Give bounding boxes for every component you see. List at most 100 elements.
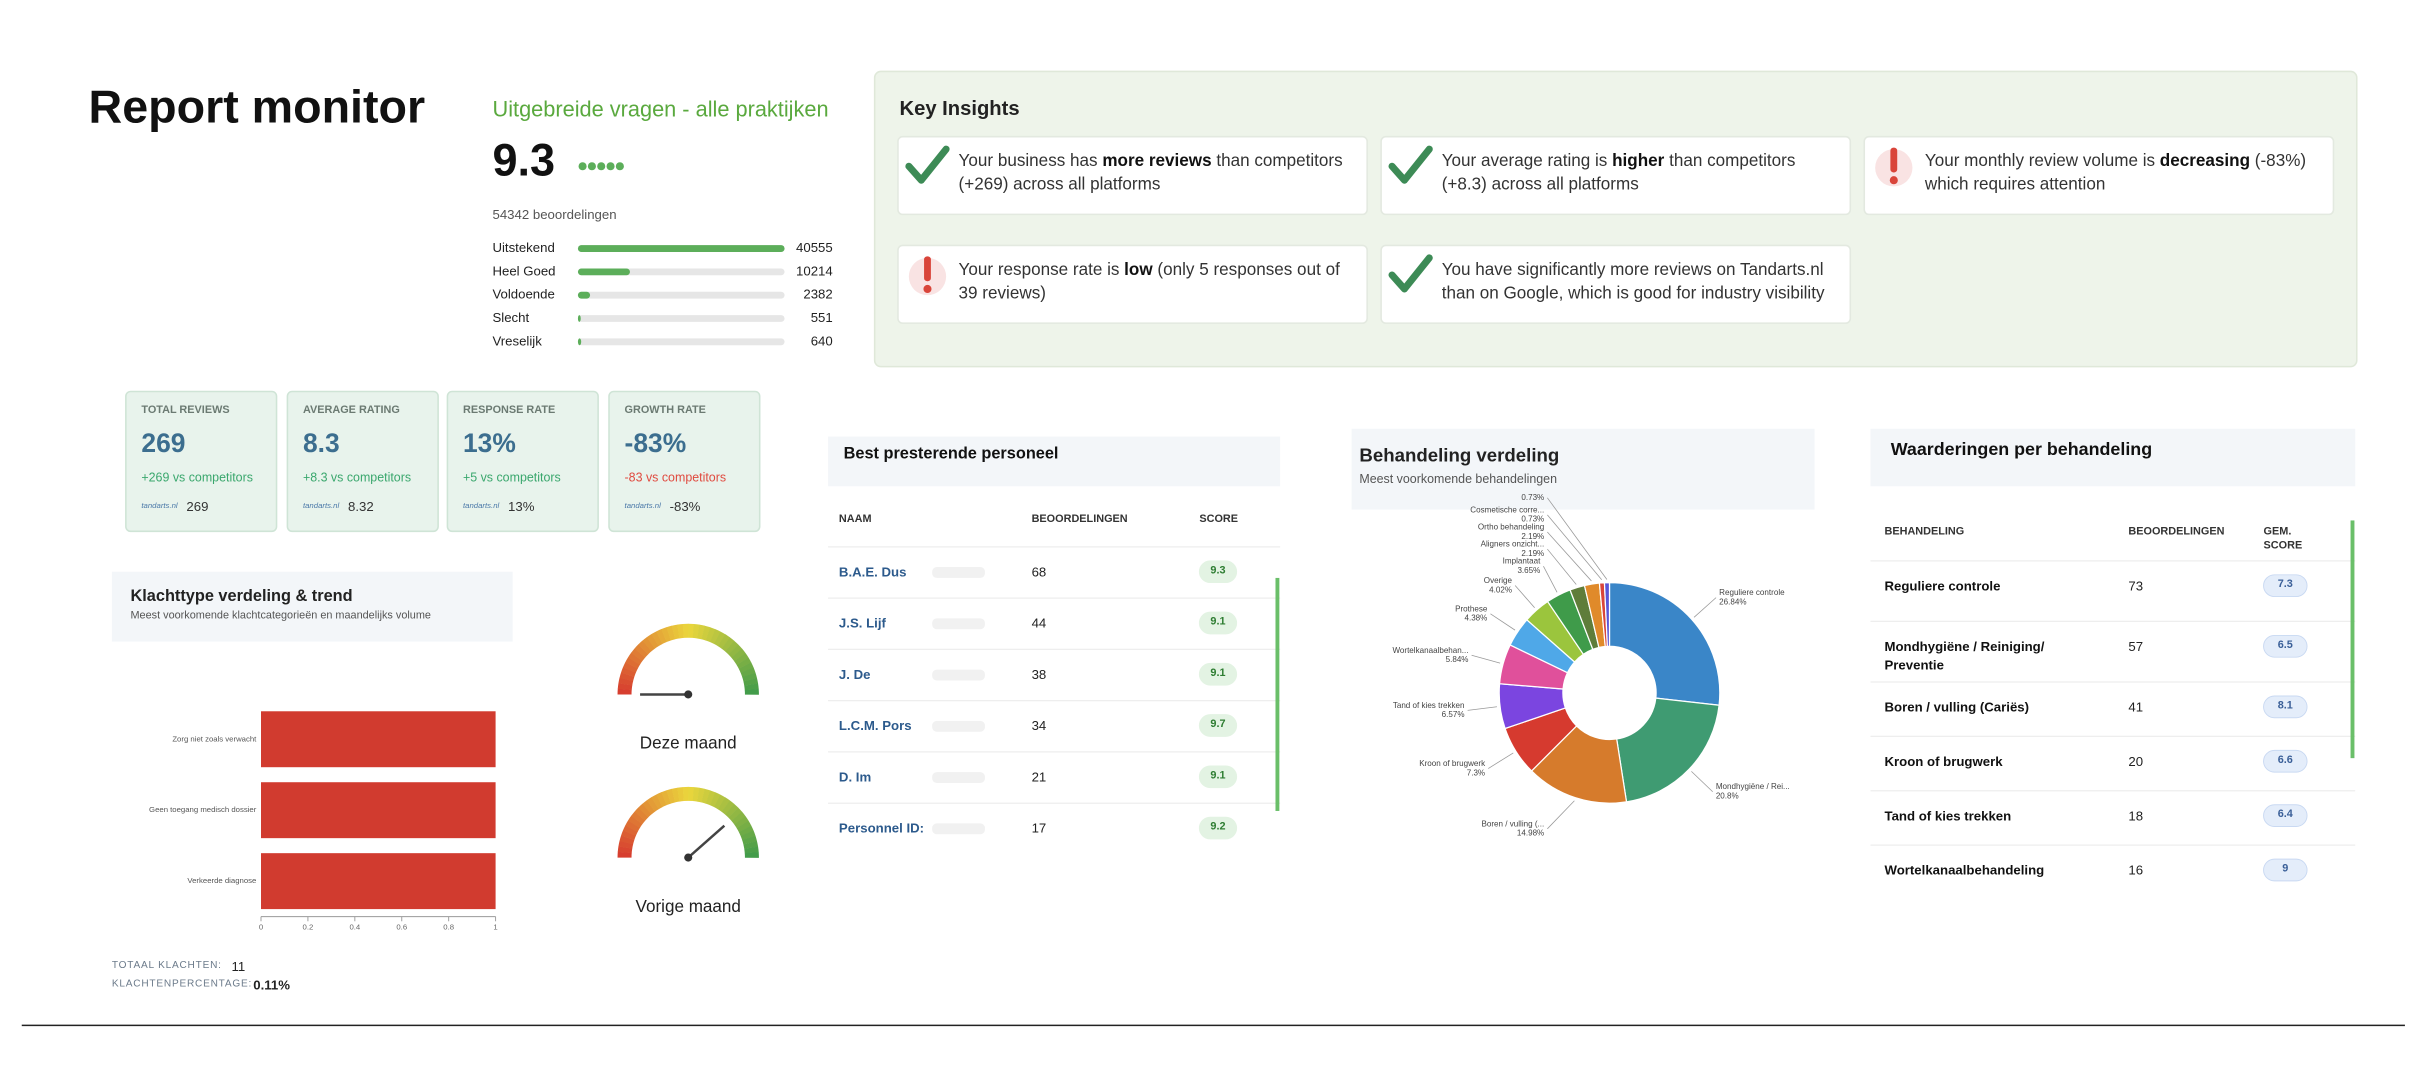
insight-text-part: Your monthly review volume is [1924, 152, 2160, 171]
pie-leader [1514, 585, 1535, 608]
pie-leader [1543, 565, 1558, 593]
table-title: Best presterende personeel [843, 444, 1059, 463]
gauge-label: Vorige maand [636, 897, 741, 916]
kpi-source-value: 13% [508, 498, 535, 515]
gauge-arc [701, 625, 711, 641]
kpi-value: 269 [141, 428, 186, 459]
complaint-bar [260, 711, 496, 768]
pie-title: Behandeling verdeling [1359, 444, 1560, 467]
check-icon [1388, 254, 1433, 293]
gauge-arc [742, 835, 758, 845]
pie-leader [1547, 497, 1608, 580]
kpi-source-logo: tandarts.nl [141, 501, 178, 512]
pie-label: Reguliere controle [1719, 588, 1785, 597]
score-cell: 6.4 [2277, 809, 2293, 821]
gauge-arc [721, 800, 735, 815]
pie-slice [1615, 697, 1720, 803]
score-pill [1198, 662, 1238, 686]
dot [578, 162, 587, 171]
column-header: BEOORDELINGEN [2128, 526, 2225, 538]
rating-dots [578, 162, 624, 171]
pie-leader [1547, 548, 1577, 585]
gauge-needle [687, 824, 726, 859]
complaints-total: 11 [231, 958, 246, 975]
score-cell: 9 [2282, 863, 2289, 875]
dot [615, 162, 624, 171]
insight-text: Your average rating is higher than compe… [1442, 151, 1838, 198]
gauge-hub [684, 690, 693, 699]
gauge-arc [666, 625, 676, 641]
kpi-value: 13% [462, 428, 516, 459]
gauge-arc [728, 644, 743, 658]
gauge-arc [742, 672, 758, 682]
insight-text-part: (only 5 responses out of 39 reviews) [958, 260, 1340, 303]
kpi-label: AVERAGE RATING [302, 405, 400, 417]
gauge-arc [717, 797, 731, 812]
review-count-cell: 34 [1031, 717, 1047, 734]
pie-value-label: 6.57% [1442, 710, 1465, 719]
pie-leader [1471, 654, 1501, 664]
score-pill [2263, 749, 2308, 773]
gauge-arc [743, 677, 759, 686]
treatment-name: Kroon of brugwerk [1884, 753, 2003, 770]
pie-header [1351, 428, 1815, 510]
rating-label: Voldoende [492, 287, 554, 302]
score-cell: 6.5 [2277, 640, 2293, 651]
insight-text: Your business has more reviews than comp… [959, 151, 1355, 198]
score-cell: 9.1 [1210, 770, 1226, 782]
kpi-source-value: 8.32 [347, 498, 374, 515]
score-pill [1198, 714, 1238, 737]
redacted-name [932, 669, 985, 681]
pie-value-label: 4.02% [1489, 585, 1512, 594]
complaints-subtitle: Meest voorkomende klachtcategorieën en m… [130, 610, 431, 622]
kpi-delta: +269 vs competitors [141, 470, 253, 485]
gauge-arc [622, 825, 638, 836]
gauge-arc [697, 624, 706, 640]
pie-leader [1547, 531, 1592, 582]
insight-text: Your response rate is low (only 5 respon… [959, 259, 1355, 306]
pie-leader [1693, 597, 1717, 618]
treatment-name: Mondhygiëne / Reiniging/ Preventie [1884, 638, 2045, 673]
scroll-indicator [2350, 520, 2355, 759]
score-cell: 9.3 [1210, 565, 1226, 577]
pie-value-label: 3.65% [1517, 566, 1540, 575]
gauge-arc [646, 797, 659, 812]
rating-track [577, 268, 785, 276]
kpi-value: -83% [624, 428, 687, 459]
gauge-arc [744, 846, 759, 854]
check-icon [905, 145, 950, 184]
kpi-value: 8.3 [302, 428, 340, 459]
page-subtitle: Uitgebreide vragen - alle praktijken [492, 96, 829, 122]
gauge-label: Deze maand [640, 734, 737, 753]
kpi-card [446, 390, 599, 533]
score-cell: 6.6 [2277, 755, 2293, 766]
gauge-arc [701, 788, 711, 804]
x-tick-label: 0.8 [443, 923, 454, 932]
gauge-arc [709, 629, 721, 645]
gauge-arc [677, 623, 685, 639]
table-title: Waarderingen per behandeling [1890, 441, 2153, 460]
complaint-bar [260, 782, 496, 839]
rating-track [577, 315, 785, 322]
gauge-arc [618, 840, 634, 849]
x-tick-label: 0.2 [303, 923, 314, 932]
x-tick-label: 0.4 [349, 923, 360, 932]
gauge-arc [656, 629, 667, 644]
gauge-arc [740, 830, 756, 841]
score-cell: 7.3 [2277, 579, 2293, 591]
insight-emphasis: low [1124, 260, 1153, 280]
staff-name: J. De [838, 666, 871, 683]
insight-card [1863, 135, 2335, 216]
review-count-cell: 17 [1031, 820, 1047, 836]
gauge-arc [651, 794, 663, 810]
complaints-pct-label: KLACHTENPERCENTAGE: [111, 978, 253, 990]
score-cell: 9.7 [1210, 719, 1226, 731]
score-pill [2263, 858, 2308, 882]
score-cell: 9.2 [1210, 821, 1226, 833]
review-count: 54342 beoordelingen [492, 206, 617, 223]
insight-icon [905, 145, 950, 184]
score-pill [1198, 765, 1238, 789]
gauge-arc [661, 627, 671, 643]
